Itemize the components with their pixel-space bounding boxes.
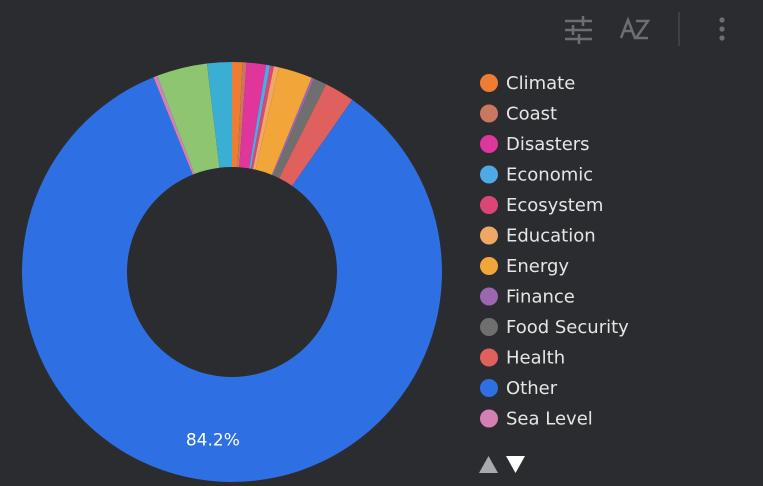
icon-dot	[719, 17, 725, 23]
slice	[249, 64, 271, 169]
filter-icon[interactable]	[565, 16, 592, 44]
slice	[22, 77, 442, 483]
legend-swatch	[480, 257, 498, 275]
slice-label: 84.2%	[186, 430, 240, 450]
legend-swatch	[480, 135, 498, 153]
legend-swatch	[480, 318, 498, 336]
legend-label: Sea Level	[506, 409, 593, 430]
legend-label: Food Security	[506, 317, 629, 338]
icon-dot	[719, 35, 725, 41]
legend-label: Energy	[506, 256, 569, 277]
legend-label: Economic	[506, 165, 593, 186]
legend-swatch	[480, 287, 498, 306]
legend-label: Education	[506, 226, 596, 247]
slice	[157, 63, 220, 174]
legend-swatch	[480, 104, 498, 123]
more-icon[interactable]	[719, 17, 725, 41]
slice	[252, 66, 280, 170]
slice	[206, 62, 232, 168]
slice	[239, 62, 267, 169]
legend-swatch	[480, 165, 498, 184]
slice	[251, 65, 274, 170]
slice	[153, 75, 195, 175]
legend-label: Climate	[506, 73, 575, 94]
legend-next[interactable]	[506, 456, 525, 473]
icon-z	[633, 19, 651, 40]
slice	[255, 67, 312, 175]
slice	[237, 62, 247, 168]
legend-prev[interactable]	[479, 456, 498, 473]
legend-swatch	[480, 348, 498, 367]
icon-a	[619, 16, 637, 39]
legend-label: Disasters	[506, 134, 590, 155]
sort-icon[interactable]	[619, 16, 651, 40]
legend-swatch	[480, 379, 498, 397]
legend-swatch	[480, 409, 498, 428]
legend-label: Coast	[506, 104, 557, 125]
icon-dot	[719, 26, 725, 32]
legend-swatch	[480, 196, 498, 214]
legend-label: Finance	[506, 287, 575, 308]
legend-label: Ecosystem	[506, 195, 603, 216]
legend-label: Health	[506, 348, 565, 369]
legend-label: Other	[506, 378, 558, 399]
legend-swatch	[480, 74, 498, 92]
slice	[271, 77, 315, 176]
slice	[273, 78, 327, 179]
legend-swatch	[480, 226, 498, 245]
slice	[279, 84, 353, 186]
slice	[232, 62, 243, 168]
